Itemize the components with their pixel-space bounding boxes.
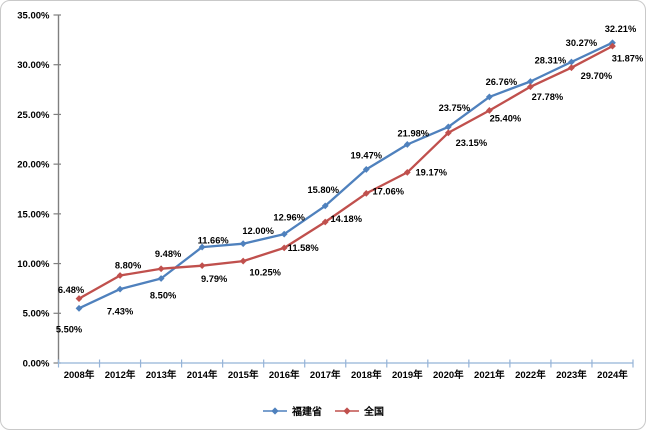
x-tick-label: 2020年 [433, 369, 464, 381]
x-tick-label: 2021年 [474, 369, 505, 381]
y-tick-label: 10.00% [17, 259, 50, 270]
data-point-marker [75, 304, 83, 312]
data-point-marker [568, 58, 575, 66]
series-national: 6.48% 8.80% 9.48% 9.79% 10.25% 11.58% 14.18% 17… [58, 42, 644, 302]
data-label: 21.98% [398, 129, 430, 139]
y-axis: 0.00% 5.00% 10.00% 15.00% 20.00% 25.00% 30.00%… [17, 10, 61, 369]
data-point-marker [568, 64, 575, 72]
data-point-marker [403, 168, 411, 176]
data-label: 9.79% [201, 274, 228, 284]
data-point-marker [239, 257, 247, 265]
legend-item-fujian: 福建省 [262, 403, 322, 418]
data-label: 12.96% [273, 212, 305, 222]
y-tick-label: 15.00% [17, 209, 50, 220]
data-point-marker [527, 83, 534, 91]
data-point-marker [157, 265, 165, 273]
y-tick-label: 20.00% [17, 160, 50, 171]
y-tick-label: 25.00% [17, 110, 50, 121]
data-point-marker [116, 272, 124, 279]
data-label: 15.80% [307, 185, 339, 195]
data-point-marker [280, 230, 288, 238]
data-label: 9.48% [155, 249, 182, 259]
x-tick-label: 2019年 [392, 369, 423, 381]
data-label: 11.58% [288, 243, 320, 253]
x-tick-label: 2008年 [64, 369, 95, 381]
data-label: 8.80% [115, 261, 142, 271]
series-line [77, 41, 614, 310]
data-point-marker [444, 129, 452, 137]
data-label: 30.27% [566, 38, 598, 48]
data-label: 12.00% [242, 226, 274, 236]
data-label: 26.76% [486, 77, 518, 87]
data-label: 11.66% [198, 235, 230, 245]
series-fujian: 5.50% 7.43% 8.50% 11.66% 12.00% 12.96% 15.80% 1… [56, 24, 637, 335]
line-chart: 0.00% 5.00% 10.00% 15.00% 20.00% 25.00% 30.00%… [17, 10, 644, 381]
x-tick-label: 2018年 [351, 369, 382, 381]
data-point-marker [198, 262, 206, 270]
data-label: 23.15% [456, 138, 488, 148]
data-label: 27.78% [532, 92, 564, 102]
y-tick-label: 30.00% [17, 60, 50, 71]
data-point-marker [75, 295, 83, 302]
data-label: 6.48% [58, 285, 85, 295]
legend-item-national: 全国 [334, 403, 384, 418]
data-label: 10.25% [249, 267, 281, 277]
data-label: 23.75% [439, 103, 471, 113]
legend-label-national: 全国 [364, 407, 384, 418]
data-point-marker [157, 275, 165, 282]
data-label: 19.17% [416, 168, 448, 178]
x-tick-label: 2022年 [515, 369, 546, 381]
series-line [77, 44, 614, 300]
x-axis: 2008年 2012年 2013年 2014年 2015年 2016年 2017年 2018年… [57, 359, 634, 381]
data-point-marker [527, 78, 534, 85]
y-tick-label: 5.00% [23, 309, 50, 320]
data-point-marker [280, 244, 288, 252]
data-point-marker [485, 93, 493, 101]
data-label: 31.87% [612, 53, 644, 63]
chart-legend: 福建省 全国 [1, 403, 645, 418]
data-label: 25.40% [490, 114, 522, 124]
data-label: 7.43% [107, 306, 134, 316]
data-label: 29.70% [581, 71, 613, 81]
data-label: 5.50% [56, 325, 83, 335]
legend-marker-national-icon [335, 406, 359, 415]
data-point-marker [321, 218, 329, 226]
legend-marker-fujian-icon [263, 406, 287, 415]
legend-label-fujian: 福建省 [292, 407, 322, 418]
data-point-marker [362, 189, 370, 197]
x-tick-label: 2015年 [228, 369, 259, 381]
data-label: 32.21% [605, 24, 637, 34]
x-tick-label: 2017年 [310, 369, 341, 381]
data-label: 28.31% [535, 56, 567, 66]
data-label: 8.50% [150, 291, 177, 301]
data-label: 17.06% [372, 187, 404, 197]
x-tick-label: 2013年 [146, 369, 177, 381]
y-tick-label: 35.00% [17, 10, 50, 21]
data-point-marker [239, 240, 247, 248]
x-tick-label: 2016年 [269, 369, 300, 381]
data-point-marker [198, 243, 206, 251]
x-tick-label: 2023年 [556, 369, 587, 381]
data-point-marker [444, 123, 452, 131]
data-point-marker [403, 141, 411, 148]
data-label: 14.18% [330, 214, 362, 224]
x-tick-label: 2014年 [187, 369, 218, 381]
y-tick-label: 0.00% [23, 358, 50, 369]
data-point-marker [362, 166, 370, 173]
x-tick-label: 2012年 [105, 369, 136, 381]
data-point-marker [485, 107, 493, 114]
data-point-marker [116, 285, 124, 293]
data-point-marker [321, 202, 329, 210]
data-point-marker [609, 42, 616, 50]
data-label: 19.47% [350, 151, 382, 161]
x-tick-label: 2024年 [597, 369, 628, 381]
